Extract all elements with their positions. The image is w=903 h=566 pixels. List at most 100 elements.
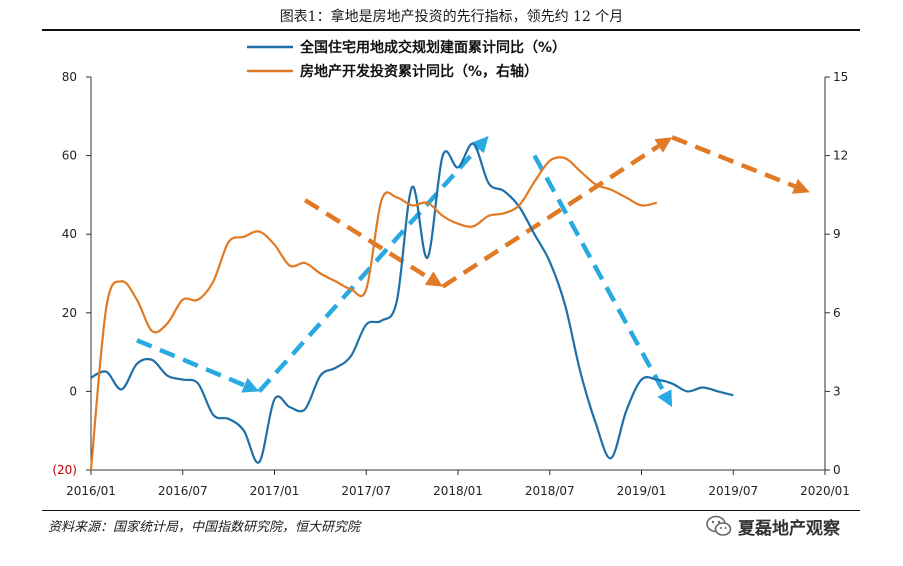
series-1-point — [473, 143, 474, 144]
x-tick-label: 2019/07 — [708, 484, 758, 498]
bottom-rule — [42, 510, 860, 511]
series-2-point — [167, 323, 168, 324]
right-tick-label: 0 — [833, 463, 841, 477]
series-2-point — [595, 184, 596, 185]
series-1-point — [488, 183, 489, 184]
series-1-point — [626, 410, 627, 411]
series-1-point — [733, 395, 734, 396]
series-1-point — [580, 371, 581, 372]
legend: 全国住宅用地成交规划建面累计同比（%） 房地产开发投资累计同比（%，右轴） — [247, 39, 566, 80]
series-2-point — [427, 202, 428, 203]
legend-label-1: 全国住宅用地成交规划建面累计同比（%） — [299, 39, 566, 56]
left-tick-label: 60 — [62, 149, 77, 163]
left-tick-label: 20 — [62, 306, 77, 320]
left-tick-label: 80 — [62, 70, 77, 84]
series-2-point — [259, 231, 260, 232]
series-2-point — [580, 171, 581, 172]
series-2-point — [243, 236, 244, 237]
x-tick-label: 2019/01 — [617, 484, 667, 498]
series-1-point — [289, 407, 290, 408]
series-2-point — [457, 223, 458, 224]
series-1-point — [641, 379, 642, 380]
series-line-2 — [89, 156, 658, 471]
series-1-point — [595, 422, 596, 423]
right-tick-label: 3 — [833, 384, 841, 398]
series-1-point — [702, 387, 703, 388]
series-2-point — [274, 244, 275, 245]
series-line-1 — [90, 142, 734, 464]
series-1-point — [366, 324, 367, 325]
x-tick-label: 2018/07 — [525, 484, 575, 498]
series-2-point — [182, 299, 183, 300]
legend-label-2: 房地产开发投资累计同比（%，右轴） — [300, 63, 538, 80]
series-1-point — [442, 155, 443, 156]
series-1-point — [412, 186, 413, 187]
trend-arrows — [136, 135, 810, 408]
left-tick-label: (20) — [52, 463, 77, 477]
series-1-point — [274, 399, 275, 400]
series-2-point — [152, 331, 153, 332]
trend-arrow-shaft — [257, 146, 480, 393]
series-lines — [89, 142, 734, 471]
series-1-point — [610, 458, 611, 459]
axes — [86, 76, 830, 475]
series-2-point — [381, 200, 382, 201]
series-2-point — [197, 299, 198, 300]
trend-arrow-shaft — [671, 135, 796, 189]
series-2-point — [213, 281, 214, 282]
series-1-point — [136, 363, 137, 364]
series-2-point — [90, 469, 91, 470]
x-tick-label: 2020/01 — [800, 484, 850, 498]
series-2-point — [228, 241, 229, 242]
series-2-point — [106, 307, 107, 308]
series-2-point — [626, 197, 627, 198]
series-2-point — [320, 273, 321, 274]
series-1-point — [304, 408, 305, 409]
series-1-point — [503, 190, 504, 191]
series-1-point — [228, 418, 229, 419]
series-2-point — [564, 158, 565, 159]
series-2-point — [549, 160, 550, 161]
series-1-point — [396, 300, 397, 301]
series-1-point — [259, 462, 260, 463]
trend-arrow-shaft — [441, 144, 660, 289]
right-tick-label: 12 — [833, 149, 848, 163]
x-tick-label: 2018/01 — [433, 484, 483, 498]
watermark: 夏磊地产观察 — [706, 511, 886, 541]
trend-arrow-head — [424, 271, 443, 287]
trend-arrow-head — [241, 377, 260, 393]
series-2-point — [366, 289, 367, 290]
x-tick-label: 2017/07 — [341, 484, 391, 498]
left-tick-label: 0 — [69, 384, 77, 398]
series-2-point — [136, 299, 137, 300]
series-2-point — [396, 197, 397, 198]
series-2-point — [641, 205, 642, 206]
series-1-point — [320, 375, 321, 376]
series-1-point — [656, 379, 657, 380]
series-2-point — [442, 215, 443, 216]
series-2-point — [610, 189, 611, 190]
right-tick-label: 15 — [833, 70, 848, 84]
series-1-point — [106, 371, 107, 372]
x-tick-label: 2016/07 — [158, 484, 208, 498]
tick-labels: 80 60 40 20 0 (20) 15 12 9 6 3 0 2016/01 2016/07 2017/… — [52, 70, 850, 498]
series-1-point — [350, 355, 351, 356]
right-tick-label: 9 — [833, 227, 841, 241]
series-2-point — [488, 215, 489, 216]
series-1-point — [717, 391, 718, 392]
trend-arrow-shaft — [136, 338, 246, 388]
series-1-point — [167, 375, 168, 376]
series-1-point — [381, 320, 382, 321]
series-2-point — [304, 262, 305, 263]
top-rule — [42, 29, 860, 31]
wechat-icon — [706, 515, 732, 536]
series-2-point — [335, 281, 336, 282]
series-2-point — [656, 202, 657, 203]
series-2-point — [121, 281, 122, 282]
line-chart: 80 60 40 20 0 (20) 15 12 9 6 3 0 2016/01 2016/07 2017/… — [52, 39, 850, 498]
series-2-point — [412, 205, 413, 206]
trend-arrow-head — [654, 137, 673, 153]
left-tick-label: 40 — [62, 227, 77, 241]
series-1-point — [427, 257, 428, 258]
series-2-point — [503, 213, 504, 214]
